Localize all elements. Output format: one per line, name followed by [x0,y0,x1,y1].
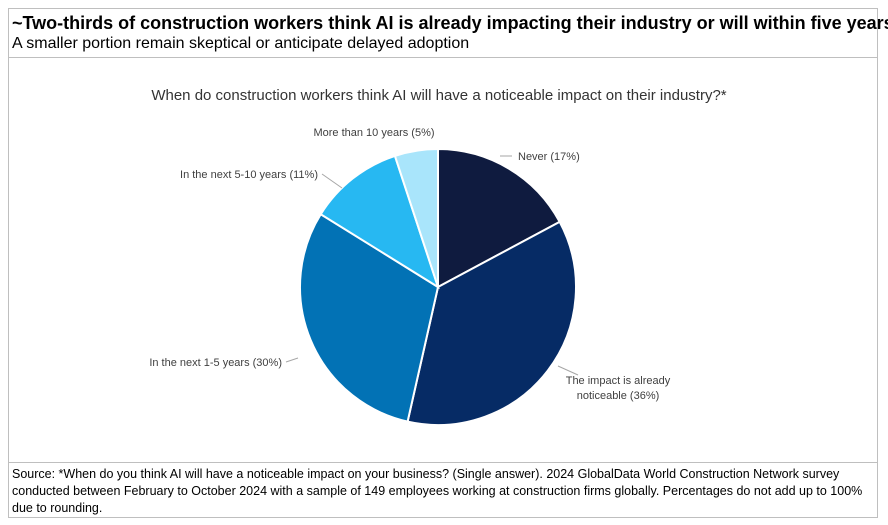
slice-label-line: In the next 1-5 years (30%) [149,357,282,369]
leader-line-4 [321,173,343,189]
chart-header: ~Two-thirds of construction workers thin… [8,8,888,58]
page-subtitle: A smaller portion remain skeptical or an… [12,35,470,52]
slice-label-line: In the next 5-10 years (11%) [180,169,318,181]
pie-chart: When do construction workers think AI wi… [149,87,727,426]
pie-slice-4 [319,154,440,290]
chart-title: When do construction workers think AI wi… [151,87,726,104]
slice-label-4: In the next 5-10 years (11%) [180,169,318,181]
slice-label-1: Never (17%) [518,151,580,163]
page-title: ~Two-thirds of construction workers thin… [12,13,888,33]
data-labels: Never (17%) The impact is already noticeab… [149,127,670,402]
chart-frame [8,8,878,518]
slice-label-line: noticeable (36%) [577,390,660,402]
slice-label-line: More than 10 years (5%) [313,127,434,139]
pie-chart-area: When do construction workers think AI wi… [8,58,878,462]
pie-slice-1 [437,147,561,289]
pie-slices [299,147,577,426]
leader-line-2 [557,365,579,376]
source-note: Source: *When do you think AI will have … [8,462,878,518]
slice-label-2: The impact is already noticeable (36%) [566,375,671,402]
leader-lines [285,155,579,376]
slice-label-3: In the next 1-5 years (30%) [149,357,282,369]
slice-label-5: More than 10 years (5%) [313,127,434,139]
slice-label-line: The impact is already [566,375,671,387]
pie-slice-2 [406,220,577,426]
slice-label-line: Never (17%) [518,151,580,163]
pie-slice-5 [393,147,439,288]
leader-line-3 [285,357,299,363]
